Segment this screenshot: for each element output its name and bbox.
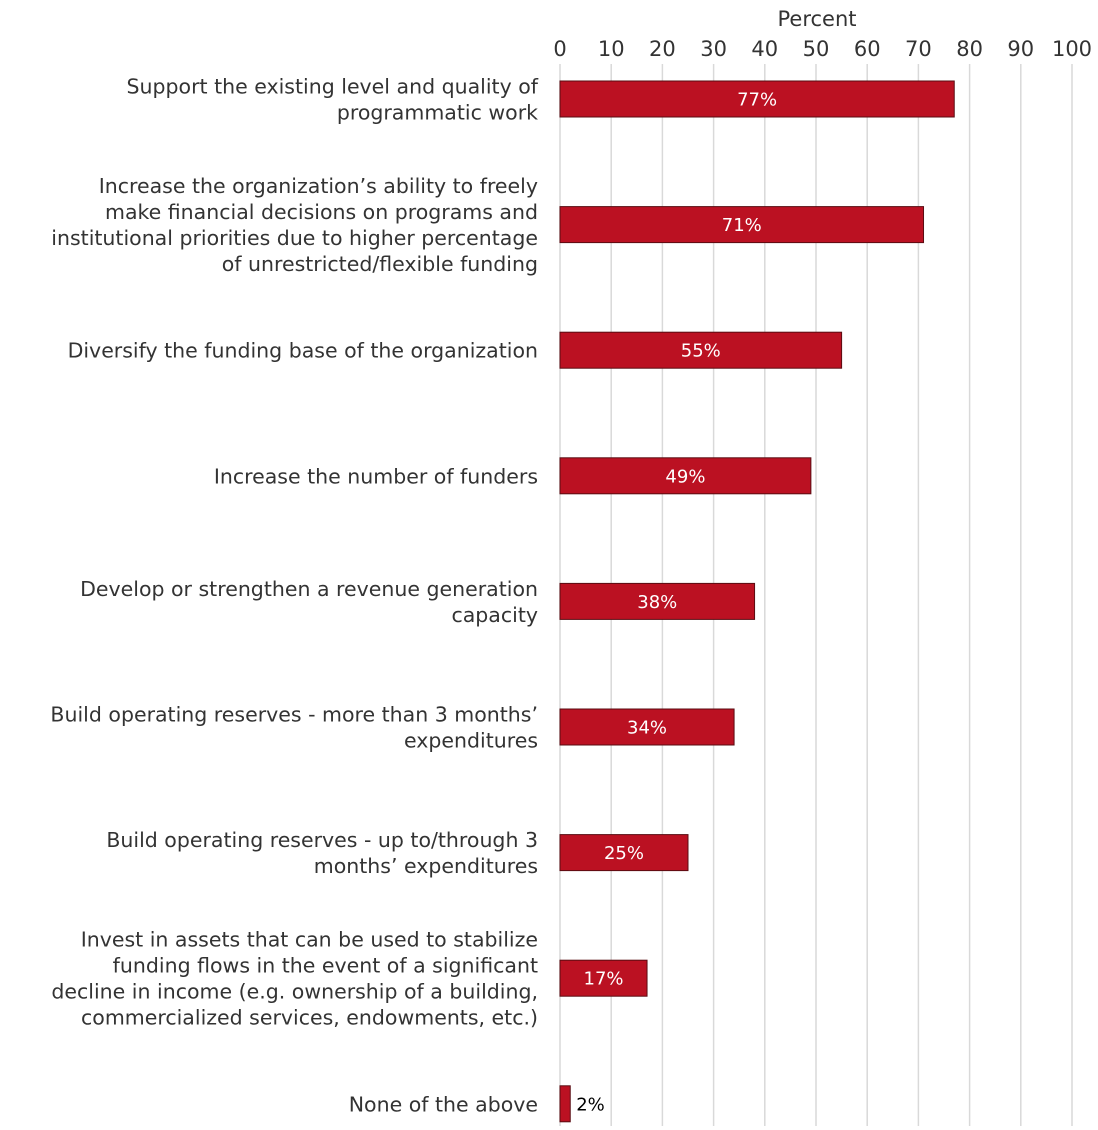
x-tick-label: 90 [1007, 37, 1034, 61]
x-axis-ticks: 0 10 20 30 40 50 60 70 80 90 100 [553, 37, 1092, 61]
data-label: 77% [737, 90, 777, 111]
x-tick-label: 60 [854, 37, 881, 61]
bar [559, 1085, 571, 1123]
bar [559, 708, 735, 746]
data-label: 71% [722, 215, 762, 236]
category-label: Diversify the funding base of the organi… [68, 339, 538, 363]
x-tick-label: 0 [553, 37, 566, 61]
x-tick-label: 10 [598, 37, 625, 61]
x-tick-label: 30 [700, 37, 727, 61]
bar [559, 959, 648, 997]
bar [559, 80, 955, 118]
category-label: Develop or strengthen a revenue generati… [80, 577, 538, 601]
x-tick-label: 20 [649, 37, 676, 61]
category-label: Invest in assets that can be used to sta… [81, 928, 538, 952]
bar [559, 834, 689, 872]
category-label: Support the existing level and quality o… [127, 75, 539, 99]
category-label: institutional priorities due to higher p… [51, 226, 538, 250]
data-label: 25% [604, 843, 644, 864]
bar [559, 331, 843, 369]
category-label: Build operating reserves - more than 3 m… [50, 703, 538, 727]
x-tick-label: 50 [803, 37, 830, 61]
x-tick-label: 100 [1052, 37, 1092, 61]
category-label: months’ expenditures [314, 854, 538, 878]
category-label: decline in income (e.g. ownership of a b… [51, 980, 538, 1004]
data-label: 38% [637, 592, 677, 613]
category-label: funding flows in the event of a signific… [113, 954, 538, 978]
category-label: Increase the number of funders [214, 464, 538, 488]
data-label: 49% [665, 466, 705, 487]
bar [559, 582, 756, 620]
category-label: of unrestricted/flexible funding [222, 252, 538, 276]
category-label: commercialized services, endowments, etc… [81, 1006, 538, 1030]
data-label: 17% [584, 969, 624, 990]
category-labels: Support the existing level and quality o… [50, 75, 538, 1117]
data-label: 55% [681, 341, 721, 362]
data-label: 2% [576, 1094, 605, 1115]
x-tick-label: 80 [956, 37, 983, 61]
x-tick-label: 70 [905, 37, 932, 61]
x-axis-title: Percent [777, 7, 856, 31]
data-label: 34% [627, 718, 667, 739]
category-label: programmatic work [337, 101, 538, 125]
bar [559, 206, 925, 244]
x-tick-label: 40 [751, 37, 778, 61]
bar [559, 457, 812, 495]
category-label: Build operating reserves - up to/through… [106, 828, 538, 852]
category-label: capacity [451, 603, 538, 627]
category-label: expenditures [404, 729, 538, 753]
category-label: make financial decisions on programs and [105, 200, 538, 224]
category-label: None of the above [349, 1092, 538, 1116]
category-label: Increase the organization’s ability to f… [99, 174, 538, 198]
bars: 77% 71% 55% 49% 38% 34% 25% 17% 2% [559, 80, 955, 1123]
